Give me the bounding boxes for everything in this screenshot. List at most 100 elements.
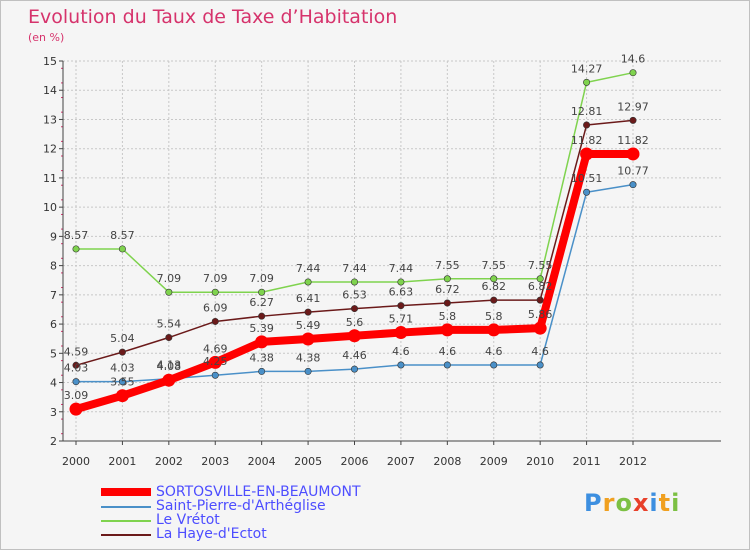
chart-subtitle: (en %) — [28, 31, 65, 44]
y-tick-label: 15 — [43, 55, 57, 68]
legend-swatch-le-vretot — [101, 520, 151, 522]
legend-item-saint-pierre: Saint-Pierre-d'Arthéglise — [101, 498, 431, 514]
legend-item-sortosville: SORTOSVILLE-EN-BEAUMONT — [101, 484, 431, 500]
y-tick-label: 3 — [50, 406, 57, 419]
logo-letter: t — [658, 489, 672, 517]
data-point-la-haye — [350, 305, 358, 313]
data-point-saint-pierre — [350, 365, 358, 373]
data-point-sortosville — [348, 329, 361, 343]
data-point-le-vretot — [211, 288, 219, 296]
data-label-le-vretot: 8.57 — [110, 229, 135, 242]
data-point-sortosville — [162, 373, 176, 387]
data-label-la-haye: 4.59 — [64, 345, 89, 358]
data-point-le-vretot — [629, 69, 637, 77]
data-point-la-haye — [629, 116, 637, 124]
data-label-saint-pierre: 4.46 — [342, 349, 367, 362]
data-point-la-haye — [536, 296, 544, 304]
data-label-le-vretot: 7.55 — [435, 259, 460, 272]
data-point-saint-pierre — [118, 378, 126, 386]
legend-label-la-haye: La Haye-d'Ectot — [156, 526, 267, 542]
data-label-le-vretot: 7.09 — [157, 272, 182, 285]
data-point-le-vretot — [536, 275, 544, 283]
data-label-la-haye: 6.09 — [203, 301, 228, 314]
data-label-sortosville: 4.08 — [157, 360, 182, 373]
y-tick-label: 7 — [50, 289, 57, 302]
series-layer — [69, 69, 640, 416]
data-label-saint-pierre: 4.03 — [64, 362, 89, 375]
data-label-sortosville: 5.49 — [296, 319, 321, 332]
legend-swatch-la-haye — [101, 534, 151, 536]
data-label-le-vretot: 7.44 — [342, 262, 367, 275]
data-label-la-haye: 6.72 — [435, 283, 460, 296]
data-point-sortosville — [533, 321, 547, 335]
data-label-la-haye: 6.53 — [342, 289, 367, 302]
x-tick-label: 2000 — [62, 455, 90, 468]
data-label-sortosville: 5.39 — [249, 322, 274, 335]
y-tick-label: 8 — [50, 260, 57, 273]
x-tick-label: 2008 — [433, 455, 461, 468]
data-point-saint-pierre — [211, 371, 219, 379]
data-point-sortosville — [208, 355, 222, 369]
data-point-sortosville — [69, 402, 83, 416]
data-label-saint-pierre: 10.77 — [617, 165, 649, 178]
y-tick-label: 12 — [43, 143, 57, 156]
data-point-le-vretot — [490, 275, 498, 283]
data-label-sortosville: 5.86 — [528, 308, 553, 321]
data-label-la-haye: 6.41 — [296, 292, 321, 305]
x-tick-label: 2011 — [573, 455, 601, 468]
data-label-le-vretot: 14.6 — [621, 53, 646, 66]
data-label-saint-pierre: 10.51 — [571, 172, 603, 185]
data-label-la-haye: 6.27 — [249, 296, 274, 309]
data-point-la-haye — [443, 299, 451, 307]
data-label-le-vretot: 7.44 — [296, 262, 321, 275]
data-point-la-haye — [118, 348, 126, 356]
logo-letter: i — [671, 489, 681, 517]
data-point-saint-pierre — [304, 367, 312, 375]
data-label-le-vretot: 7.09 — [249, 272, 274, 285]
x-tick-label: 2006 — [341, 455, 369, 468]
y-tick-label: 5 — [50, 347, 57, 360]
data-label-la-haye: 12.97 — [617, 100, 649, 113]
data-point-sortosville — [115, 389, 129, 403]
data-label-saint-pierre: 4.25 — [203, 355, 228, 368]
legend-label-saint-pierre: Saint-Pierre-d'Arthéglise — [156, 498, 326, 514]
data-point-le-vretot — [304, 278, 312, 286]
data-point-saint-pierre — [583, 188, 591, 196]
legend-item-la-haye: La Haye-d'Ectot — [101, 526, 431, 542]
data-point-le-vretot — [350, 278, 358, 286]
data-point-sortosville — [580, 147, 594, 161]
data-point-sortosville — [255, 335, 269, 349]
data-label-la-haye: 6.82 — [482, 280, 507, 293]
y-tick-label: 2 — [50, 435, 57, 448]
data-label-la-haye: 12.81 — [571, 105, 603, 118]
x-tick-label: 2002 — [155, 455, 183, 468]
logo-letter: r — [602, 489, 616, 517]
data-point-le-vretot — [258, 288, 266, 296]
data-point-sortosville — [301, 332, 315, 346]
data-point-sortosville — [440, 323, 454, 337]
data-label-saint-pierre: 4.38 — [249, 351, 274, 364]
data-point-saint-pierre — [629, 181, 637, 189]
data-point-saint-pierre — [490, 361, 498, 369]
x-tick-label: 2007 — [387, 455, 415, 468]
legend: SORTOSVILLE-EN-BEAUMONT Saint-Pierre-d'A… — [101, 484, 431, 542]
data-point-le-vretot — [165, 288, 173, 296]
y-tick-label: 6 — [50, 318, 57, 331]
y-tick-label: 14 — [43, 84, 57, 97]
data-point-sortosville — [487, 323, 501, 337]
data-point-sortosville — [626, 147, 640, 161]
data-point-la-haye — [490, 296, 498, 304]
data-point-la-haye — [165, 334, 173, 342]
logo-letter: i — [649, 489, 659, 517]
data-point-la-haye — [583, 121, 591, 129]
data-point-saint-pierre — [397, 361, 405, 369]
data-label-sortosville: 3.09 — [64, 389, 89, 402]
data-point-saint-pierre — [258, 367, 266, 375]
data-point-le-vretot — [397, 278, 405, 286]
data-label-saint-pierre: 4.6 — [392, 345, 410, 358]
data-point-la-haye — [304, 308, 312, 316]
x-tick-label: 2012 — [619, 455, 647, 468]
data-label-la-haye: 5.54 — [157, 318, 182, 331]
data-label-la-haye: 6.63 — [389, 286, 414, 299]
